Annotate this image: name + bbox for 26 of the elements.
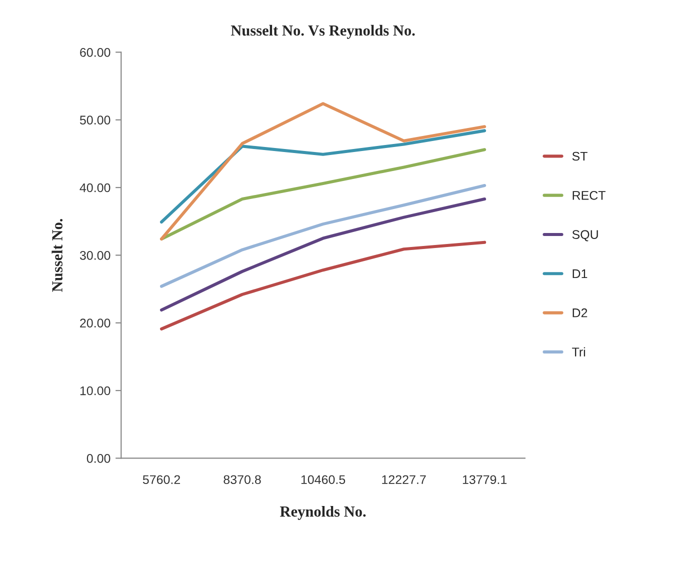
y-tick-label: 40.00: [80, 183, 110, 192]
line-series: [160, 129, 486, 224]
legend-label: SQU: [572, 230, 598, 242]
x-tick-label: 12227.7: [382, 475, 426, 484]
line-series: [160, 240, 486, 330]
y-axis-title: Nusselt No.: [52, 218, 63, 292]
y-tick-label: 0.00: [86, 454, 110, 463]
y-tick-label: 60.00: [80, 48, 110, 57]
line-series: [160, 184, 486, 288]
y-tick-label: 10.00: [80, 386, 110, 396]
legend-label: RECT: [572, 190, 606, 200]
x-tick-label: 8370.8: [224, 475, 261, 484]
x-tick-label: 10460.5: [301, 475, 346, 484]
x-tick-label: 13779.1: [462, 475, 507, 484]
legend-label: D2: [572, 308, 588, 318]
x-axis-title: Reynolds No.: [280, 506, 366, 520]
x-tick-label: 5760.2: [142, 475, 180, 484]
y-tick-label: 20.00: [80, 318, 110, 328]
line-series: [160, 102, 486, 240]
line-series: [160, 198, 486, 312]
legend-label: D1: [572, 269, 588, 278]
y-tick-label: 30.00: [80, 251, 110, 260]
y-tick-label: 50.00: [80, 116, 110, 125]
legend-label: ST: [572, 152, 588, 161]
legend-label: Tri: [572, 347, 586, 356]
chart-title: Nusselt No. Vs Reynolds No.: [230, 24, 415, 39]
